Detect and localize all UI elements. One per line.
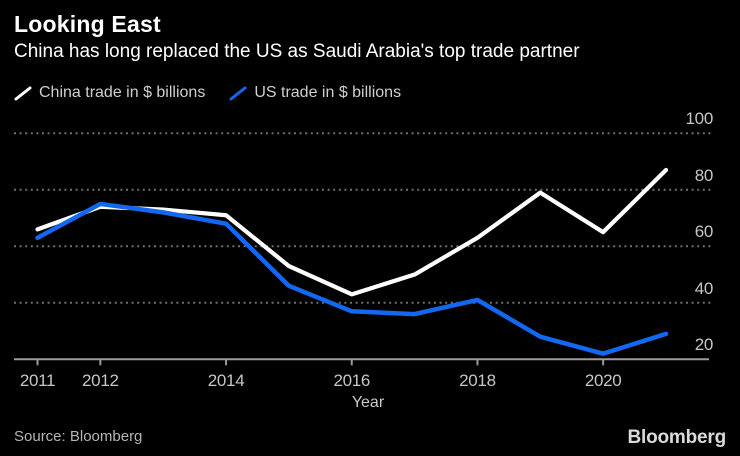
legend-item-us: US trade in $ billions [229, 84, 401, 102]
y-axis-tick-label: 60 [694, 222, 714, 242]
x-axis-tick-label: 2020 [584, 371, 622, 390]
y-axis-tick-label: 80 [694, 165, 714, 185]
china-trade-line [35, 167, 669, 297]
x-axis-tick-label: 2014 [207, 371, 245, 390]
x-axis-title: Year [351, 394, 385, 411]
source-note: Source: Bloomberg [14, 428, 143, 445]
y-axis-tick-label: 40 [694, 278, 714, 298]
us-trade-line [35, 201, 669, 356]
legend: China trade in $ billions US trade in $ … [14, 84, 401, 102]
y-axis-tick-label: 100 [685, 109, 714, 129]
x-axis-tick-label: 2011 [19, 371, 56, 390]
us-line-swatch-icon [229, 86, 247, 100]
bloomberg-logo: Bloomberg [627, 427, 727, 448]
chart-subtitle: China has long replaced the US as Saudi … [14, 41, 580, 62]
x-axis-tick-label: 2012 [82, 371, 119, 390]
legend-item-china: China trade in $ billions [14, 84, 205, 102]
x-axis-tick-label: 2016 [333, 371, 371, 390]
china-line-swatch-icon [14, 86, 32, 100]
legend-label-china: China trade in $ billions [39, 84, 206, 101]
y-axis-tick-label: 20 [694, 335, 714, 355]
x-axis-tick-label: 2018 [459, 371, 496, 390]
legend-label-us: US trade in $ billions [254, 84, 402, 101]
chart-title: Looking East [14, 11, 161, 37]
